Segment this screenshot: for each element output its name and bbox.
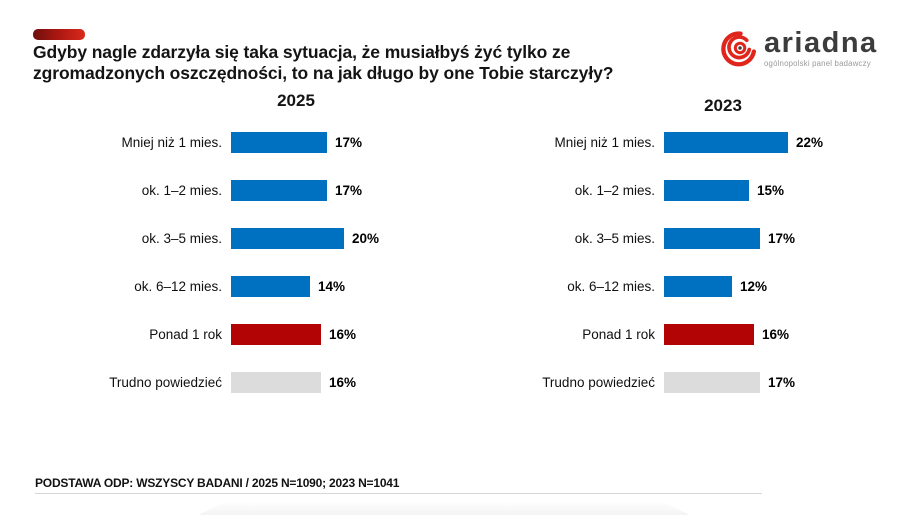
logo-tagline: ogólnopolski panel badawczy [764, 59, 871, 68]
bar [664, 275, 732, 297]
bar [664, 131, 788, 153]
bar [231, 179, 327, 201]
value-label: 16% [329, 326, 357, 342]
bar-track: 17% [664, 227, 898, 249]
page-title-line1: Gdyby nagle zdarzyła się taka sytuacja, … [33, 42, 571, 62]
chart-row: Ponad 1 rok 16% [468, 310, 898, 358]
logo-text: ariadna ogólnopolski panel badawczy [764, 28, 878, 68]
chart-row: ok. 3–5 mies. 20% [35, 214, 465, 262]
bar-track: 17% [231, 179, 465, 201]
value-label: 17% [768, 374, 796, 390]
category-label: Mniej niż 1 mies. [121, 134, 222, 150]
category-label: ok. 1–2 mies. [574, 182, 655, 198]
category-label: Ponad 1 rok [149, 326, 222, 342]
chart-title-2023: 2023 [704, 96, 742, 115]
bar [231, 275, 310, 297]
category-label: Ponad 1 rok [582, 326, 655, 342]
value-label: 20% [352, 230, 380, 246]
bar-track: 17% [231, 131, 465, 153]
bar-chart-2025: Mniej niż 1 mies. 17% ok. 1–2 mies. 17% ok. … [35, 118, 465, 406]
category-label: ok. 3–5 mies. [141, 230, 222, 246]
category-label: Trudno powiedzieć [109, 374, 222, 390]
page-title: Gdyby nagle zdarzyła się taka sytuacja, … [33, 42, 693, 84]
value-label: 22% [796, 134, 824, 150]
bar [231, 371, 321, 393]
bar [231, 323, 321, 345]
page-title-line2: zgromadzonych oszczędności, to na jak dł… [33, 63, 614, 83]
chart-row: ok. 3–5 mies. 17% [468, 214, 898, 262]
category-label: Mniej niż 1 mies. [554, 134, 655, 150]
bar-track: 17% [664, 371, 898, 393]
ariadna-swirl-icon [721, 31, 757, 67]
accent-dash [33, 29, 85, 40]
bar-track: 12% [664, 275, 898, 297]
value-label: 14% [318, 278, 346, 294]
footer-divider [35, 493, 762, 494]
bar-track: 20% [231, 227, 465, 249]
value-label: 12% [740, 278, 768, 294]
bar-chart-2023: Mniej niż 1 mies. 22% ok. 1–2 mies. 15% ok. … [468, 118, 898, 406]
chart-row: Trudno powiedzieć 16% [35, 358, 465, 406]
value-label: 16% [762, 326, 790, 342]
bar [231, 131, 327, 153]
value-label: 16% [329, 374, 357, 390]
bar [231, 227, 344, 249]
bar-track: 14% [231, 275, 465, 297]
base-note: PODSTAWA ODP: WSZYSCY BADANI / 2025 N=10… [35, 476, 400, 490]
category-label: ok. 6–12 mies. [567, 278, 655, 294]
value-label: 17% [335, 134, 363, 150]
bar-track: 16% [231, 371, 465, 393]
chart-row: ok. 1–2 mies. 15% [468, 166, 898, 214]
bar-track: 15% [664, 179, 898, 201]
ariadna-logo: ariadna ogólnopolski panel badawczy [718, 28, 894, 70]
chart-row: ok. 1–2 mies. 17% [35, 166, 465, 214]
chart-row: ok. 6–12 mies. 14% [35, 262, 465, 310]
bar-track: 16% [231, 323, 465, 345]
value-label: 17% [335, 182, 363, 198]
chart-row: Trudno powiedzieć 17% [468, 358, 898, 406]
chart-row: Mniej niż 1 mies. 17% [35, 118, 465, 166]
category-label: ok. 3–5 mies. [574, 230, 655, 246]
chart-title-2025: 2025 [277, 91, 315, 110]
bar-track: 22% [664, 131, 898, 153]
value-label: 15% [757, 182, 785, 198]
chart-row: Mniej niż 1 mies. 22% [468, 118, 898, 166]
chart-row: ok. 6–12 mies. 12% [468, 262, 898, 310]
chart-row: Ponad 1 rok 16% [35, 310, 465, 358]
category-label: Trudno powiedzieć [542, 374, 655, 390]
bar [664, 227, 760, 249]
category-label: ok. 6–12 mies. [134, 278, 222, 294]
bar [664, 179, 749, 201]
category-label: ok. 1–2 mies. [141, 182, 222, 198]
value-label: 17% [768, 230, 796, 246]
logo-brand-text: ariadna [764, 27, 878, 59]
bar-track: 16% [664, 323, 898, 345]
bar [664, 371, 760, 393]
bar [664, 323, 754, 345]
bottom-shadow [198, 503, 690, 515]
